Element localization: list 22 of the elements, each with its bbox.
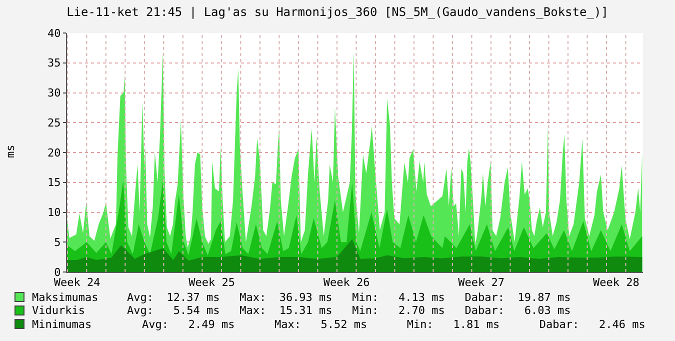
- text: Avg: 5.54 ms Max: 15.31 ms Min: 2.70 ms Dabar: 6.03 ms: [127, 304, 571, 317]
- legend-label: Vidurkis: [32, 304, 85, 317]
- chart-title: Lie-11-ket 21:45 | Lag'as su Harmonijos_360 [NS_5M_(Gaudo_vandens_Bokste_)]: [66, 5, 608, 20]
- x-tick-label: Week 28: [592, 276, 640, 290]
- text: Avg: 2.49 ms Max: 5.52 ms Min: 1.81 ms Dabar: 2.46 ms: [142, 318, 646, 331]
- y-tick-label: 30: [48, 86, 61, 100]
- y-tick-label: 35: [48, 56, 61, 70]
- y-tick-label: 15: [48, 176, 61, 190]
- x-tick-label: Week 25: [188, 276, 235, 290]
- y-tick-label: 40: [48, 26, 61, 40]
- legend-label: Maksimumas: [32, 291, 98, 304]
- y-tick-label: 0: [54, 266, 61, 279]
- x-tick-label: Week 27: [458, 276, 505, 290]
- y-tick-label: 20: [48, 146, 61, 160]
- y-tick-label: 10: [48, 206, 61, 220]
- text: Avg: 12.37 ms Max: 36.93 ms Min: 4.13 ms Dabar: 19.87 ms: [127, 291, 571, 304]
- x-tick-label: Week 24: [54, 276, 101, 290]
- x-tick-label: Week 26: [323, 276, 370, 290]
- legend-label: Minimumas: [32, 318, 92, 331]
- y-tick-label: 5: [54, 236, 61, 249]
- y-tick-label: 25: [48, 116, 61, 130]
- y-axis-title: ms: [4, 144, 17, 158]
